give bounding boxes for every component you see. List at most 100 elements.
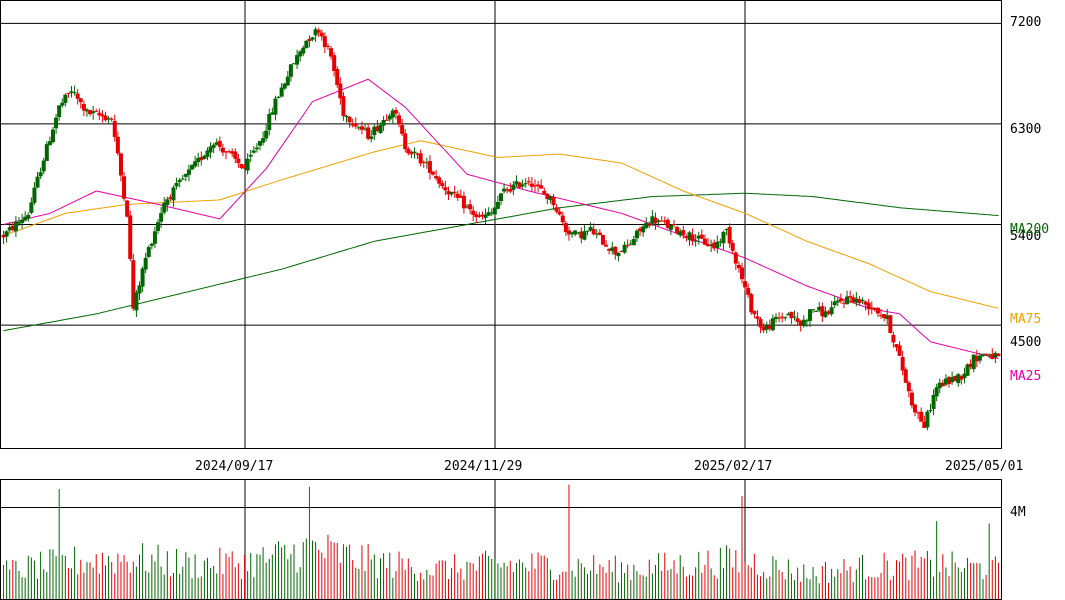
candle-body bbox=[152, 231, 157, 244]
candle bbox=[384, 114, 389, 121]
candle-body bbox=[687, 232, 692, 240]
ma75-label: MA75 bbox=[1010, 312, 1041, 327]
candle-body bbox=[257, 141, 262, 146]
candle-body bbox=[885, 315, 890, 320]
candle-body bbox=[814, 310, 819, 312]
candle bbox=[69, 85, 74, 98]
candle-body bbox=[134, 292, 139, 311]
candle-body bbox=[990, 353, 995, 360]
candle-body bbox=[72, 92, 77, 94]
candle bbox=[832, 295, 837, 309]
candle bbox=[41, 158, 46, 175]
candle-body bbox=[542, 190, 547, 194]
candle bbox=[298, 49, 303, 62]
candle bbox=[542, 187, 547, 195]
candle bbox=[60, 98, 65, 108]
candle bbox=[446, 186, 451, 200]
candle bbox=[489, 208, 494, 217]
candle-body bbox=[545, 193, 550, 199]
candle-body bbox=[4, 231, 9, 237]
candle bbox=[638, 226, 643, 237]
candle bbox=[171, 185, 176, 207]
candle bbox=[554, 204, 559, 214]
date-axis: 2024/09/17 2024/11/29 2025/02/17 2025/05… bbox=[195, 459, 1023, 474]
candle-body bbox=[804, 320, 809, 322]
candle bbox=[477, 211, 482, 218]
candle bbox=[783, 316, 788, 321]
candle-body bbox=[925, 411, 930, 428]
candle bbox=[916, 411, 921, 420]
candle bbox=[866, 298, 871, 316]
candle bbox=[922, 415, 927, 429]
candle bbox=[199, 151, 204, 166]
candle bbox=[288, 63, 293, 82]
candle-body bbox=[820, 306, 825, 317]
candle bbox=[455, 190, 460, 202]
candle-body bbox=[291, 63, 296, 65]
candle-body bbox=[69, 91, 74, 93]
candle bbox=[826, 309, 831, 316]
candle bbox=[539, 179, 544, 189]
candle-body bbox=[987, 354, 992, 356]
candle bbox=[72, 85, 77, 96]
candle-body bbox=[622, 244, 627, 253]
candle bbox=[814, 310, 819, 313]
candle-body bbox=[122, 176, 127, 199]
candle bbox=[647, 221, 652, 228]
candle bbox=[879, 309, 884, 320]
candle bbox=[20, 213, 25, 229]
candle bbox=[820, 302, 825, 322]
candle-body bbox=[146, 247, 151, 257]
candle-body bbox=[313, 29, 318, 36]
candle-body bbox=[23, 216, 28, 221]
candle-body bbox=[773, 316, 778, 319]
candle bbox=[823, 306, 828, 318]
candle bbox=[913, 403, 918, 417]
candle bbox=[613, 246, 618, 260]
candle-body bbox=[702, 238, 707, 245]
candle bbox=[431, 170, 436, 176]
candle-body bbox=[699, 234, 704, 239]
candle bbox=[761, 323, 766, 334]
candle bbox=[789, 311, 794, 324]
candle-body bbox=[681, 230, 686, 235]
candle bbox=[254, 143, 259, 153]
candle bbox=[78, 97, 83, 109]
candle bbox=[804, 318, 809, 328]
candle-body bbox=[903, 369, 908, 383]
candle-body bbox=[801, 319, 806, 327]
candle bbox=[397, 112, 402, 128]
candle-body bbox=[727, 226, 732, 244]
candle bbox=[965, 363, 970, 376]
candle bbox=[891, 332, 896, 348]
candle bbox=[971, 354, 976, 373]
candle-body bbox=[613, 246, 618, 255]
candle-body bbox=[427, 161, 432, 173]
candle bbox=[168, 194, 173, 202]
candle-body bbox=[50, 129, 55, 143]
candle bbox=[137, 281, 142, 301]
candle bbox=[499, 192, 503, 206]
candle-body bbox=[517, 182, 522, 188]
candle-body bbox=[60, 102, 65, 106]
candle-body bbox=[106, 118, 111, 120]
candle bbox=[841, 299, 846, 309]
candle-body bbox=[761, 326, 766, 331]
candle-body bbox=[190, 165, 195, 170]
candle bbox=[492, 204, 497, 217]
candle-body bbox=[449, 191, 454, 195]
candle-body bbox=[276, 96, 281, 98]
candle-body bbox=[16, 221, 21, 224]
candle bbox=[928, 403, 933, 413]
candle-body bbox=[659, 220, 664, 222]
candle-body bbox=[359, 126, 364, 130]
candle bbox=[718, 238, 723, 247]
candle bbox=[180, 174, 185, 181]
candle-body bbox=[644, 223, 649, 228]
candle bbox=[625, 239, 630, 249]
candle bbox=[974, 349, 979, 368]
candle bbox=[239, 163, 244, 170]
date-tick-label: 2025/05/01 bbox=[945, 459, 1023, 474]
candle bbox=[372, 123, 377, 141]
